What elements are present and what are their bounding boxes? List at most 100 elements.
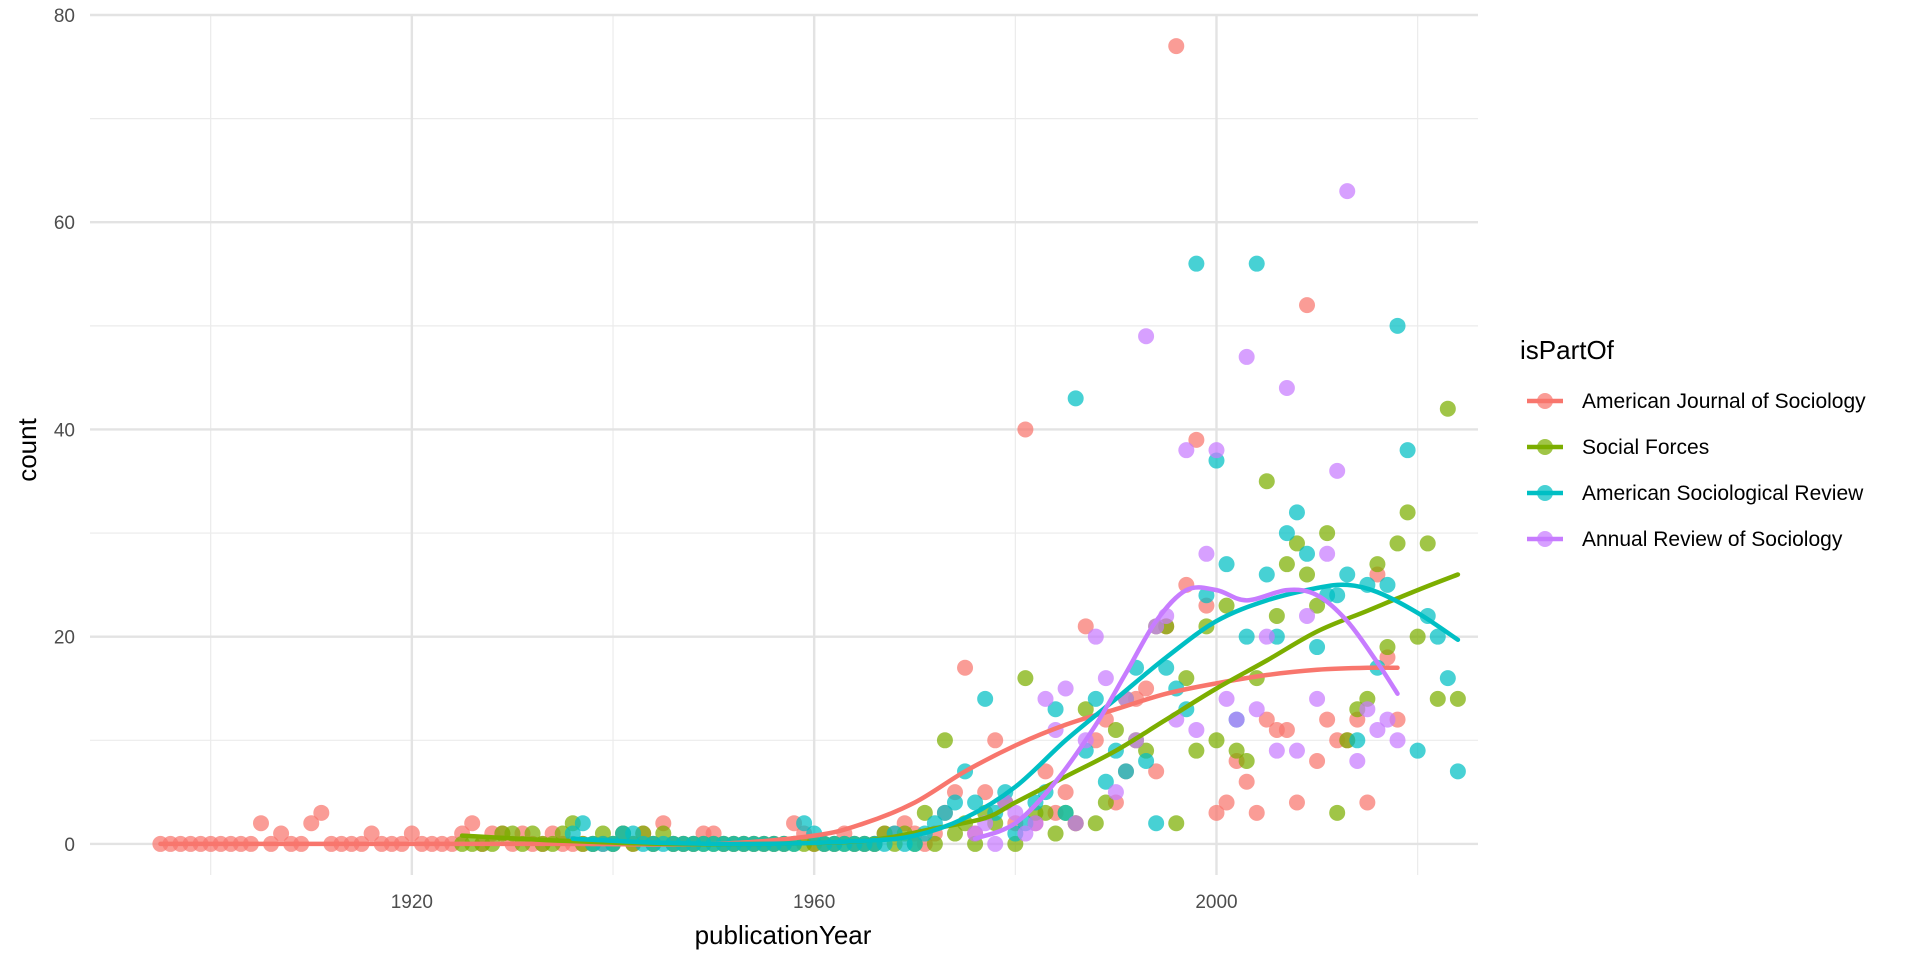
x-tick-label: 2000 [1195, 892, 1237, 913]
data-point [1097, 670, 1114, 687]
data-point [1037, 690, 1054, 707]
legend-title: isPartOf [1520, 335, 1615, 365]
data-point [1107, 721, 1124, 738]
data-point [1268, 742, 1285, 759]
data-point [1027, 815, 1044, 832]
data-point [796, 815, 813, 832]
data-point [957, 659, 974, 676]
data-point [1369, 556, 1386, 573]
data-point [1399, 504, 1416, 521]
data-point [1329, 462, 1346, 479]
data-point [1258, 711, 1275, 728]
data-point [1238, 773, 1255, 790]
data-point [1379, 639, 1396, 656]
data-point [946, 794, 963, 811]
data-point [967, 794, 984, 811]
data-point [1439, 400, 1456, 417]
data-point [1238, 628, 1255, 645]
y-tick-label: 60 [54, 213, 75, 234]
data-point [1329, 587, 1346, 604]
data-point [1429, 628, 1446, 645]
legend-label: American Sociological Review [1582, 482, 1864, 505]
data-point [1248, 804, 1265, 821]
data-point [1439, 670, 1456, 687]
data-point [1148, 815, 1165, 832]
data-point [625, 825, 642, 842]
data-point [1087, 690, 1104, 707]
data-point [1017, 421, 1034, 438]
data-point [1107, 784, 1124, 801]
data-point [1188, 255, 1205, 272]
data-point [1148, 763, 1165, 780]
data-point [1288, 504, 1305, 521]
data-point [403, 825, 420, 842]
data-point [1067, 390, 1084, 407]
y-tick-label: 40 [54, 420, 75, 441]
data-point [1198, 587, 1215, 604]
data-point [1087, 628, 1104, 645]
data-point [1349, 732, 1366, 749]
data-point [1429, 690, 1446, 707]
data-point [574, 815, 591, 832]
data-point [1037, 763, 1054, 780]
data-point [1077, 701, 1094, 718]
data-point [987, 732, 1004, 749]
data-point [1097, 773, 1114, 790]
data-point [1067, 815, 1084, 832]
data-point [1409, 742, 1426, 759]
data-point [1339, 183, 1356, 200]
data-point [1379, 711, 1396, 728]
data-point [1288, 535, 1305, 552]
data-point [1188, 742, 1205, 759]
data-point [1309, 597, 1326, 614]
y-axis-title: count [12, 417, 42, 481]
y-tick-label: 80 [54, 6, 75, 27]
data-point [1278, 556, 1295, 573]
data-point [1258, 473, 1275, 490]
data-point [1158, 659, 1175, 676]
data-point [1349, 753, 1366, 770]
data-point [1178, 670, 1195, 687]
data-point [987, 835, 1004, 852]
grid-major [90, 13, 1478, 875]
data-point [1097, 794, 1114, 811]
legend-key-point [1537, 485, 1553, 501]
data-point [1309, 753, 1326, 770]
data-point [1138, 328, 1155, 345]
data-point [1299, 607, 1316, 624]
data-point [1288, 742, 1305, 759]
data-point [1319, 545, 1336, 562]
grid-minor [90, 15, 1478, 875]
data-point [1288, 794, 1305, 811]
legend-key-point [1537, 393, 1553, 409]
data-point [1449, 690, 1466, 707]
data-point [1449, 763, 1466, 780]
data-point [1188, 431, 1205, 448]
data-point [1309, 690, 1326, 707]
data-point [1309, 639, 1326, 656]
data-point [1319, 525, 1336, 542]
data-point [916, 804, 933, 821]
data-point [936, 804, 953, 821]
data-point [1248, 701, 1265, 718]
smooth-line [570, 582, 1461, 847]
data-point [1359, 794, 1376, 811]
data-point [1299, 566, 1316, 583]
data-point [1087, 815, 1104, 832]
data-points [152, 38, 1466, 852]
data-point [1409, 628, 1426, 645]
legend-key-point [1537, 531, 1553, 547]
data-point [1238, 753, 1255, 770]
data-point [464, 815, 481, 832]
data-point [1037, 804, 1054, 821]
data-point [1188, 721, 1205, 738]
data-point [303, 815, 320, 832]
data-point [977, 690, 994, 707]
data-point [1329, 804, 1346, 821]
data-point [1218, 597, 1235, 614]
x-tick-label: 1960 [793, 892, 835, 913]
data-point [1278, 721, 1295, 738]
y-tick-label: 20 [54, 628, 75, 649]
data-point [1258, 628, 1275, 645]
data-point [1228, 742, 1245, 759]
